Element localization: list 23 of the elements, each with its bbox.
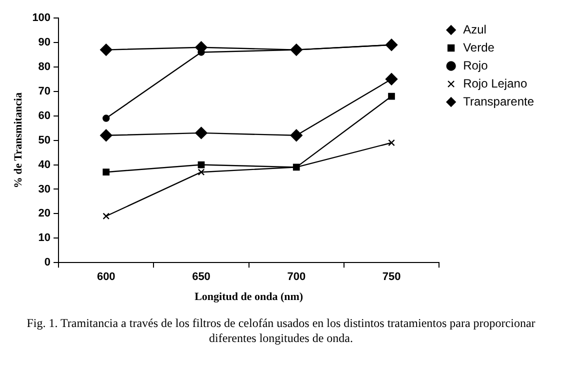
y-tick-label: 10 [38, 232, 51, 244]
legend-label: Rojo Lejano [463, 76, 528, 90]
x-tick-label: 700 [287, 271, 306, 284]
y-tick-label: 30 [38, 183, 51, 196]
y-tick-label: 40 [38, 158, 51, 171]
legend-label: Rojo [463, 58, 488, 72]
y-tick-label: 60 [38, 110, 51, 122]
y-tick-label: 50 [38, 134, 51, 146]
x-axis-title: Longitud de onda (nm) [194, 291, 304, 304]
y-tick-label: 100 [32, 12, 51, 24]
x-tick-label: 650 [192, 271, 210, 284]
y-tick-label: 0 [44, 256, 51, 269]
x-tick-label: 750 [382, 271, 401, 284]
y-tick-label: 90 [38, 36, 51, 48]
legend-label: Azul [463, 22, 486, 36]
legend-label: Verde [463, 40, 495, 54]
y-tick-label: 70 [38, 85, 51, 98]
y-tick-label: 20 [38, 208, 51, 220]
caption: Fig. 1. Tramitancia a través de los filtros de celofán usados en los distintos tratamientos para proporcionar diferentes longitudes de onda. [26, 316, 536, 346]
legend-label: Transparente [463, 94, 534, 108]
x-tick-label: 600 [96, 271, 116, 284]
y-tick-label: 80 [38, 60, 51, 73]
y-axis-title: % de Transmitancia [12, 92, 24, 188]
